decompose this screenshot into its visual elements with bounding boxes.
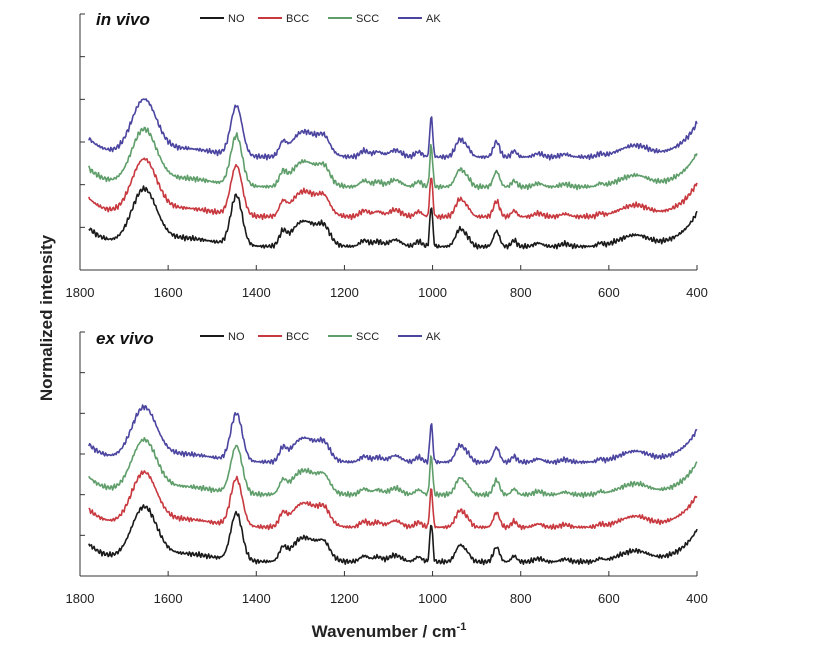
x-tick-label: 1800: [66, 285, 95, 300]
x-axis-label-main: Wavenumber / cm: [312, 622, 457, 641]
series-line-scc: [88, 437, 698, 499]
x-tick-label: 600: [598, 591, 620, 606]
series-line-no: [88, 185, 698, 250]
x-axis-label-superscript: -1: [457, 621, 467, 633]
x-tick-label: 1800: [66, 591, 95, 606]
x-tick-label: 1400: [242, 591, 271, 606]
series-line-scc: [88, 126, 698, 191]
series-line-bcc: [88, 157, 698, 221]
x-tick-label: 400: [686, 285, 708, 300]
x-tick-label: 1200: [330, 591, 359, 606]
legend-label-no: NO: [228, 13, 245, 25]
series-line-no: [88, 504, 698, 566]
legend-label-scc: SCC: [356, 13, 379, 25]
x-axis-label: Wavenumber / cm-1: [312, 621, 467, 641]
x-tick-label: 1000: [418, 591, 447, 606]
x-tick-label: 1600: [154, 285, 183, 300]
x-tick-label: 400: [686, 591, 708, 606]
x-tick-label: 1200: [330, 285, 359, 300]
legend-label-bcc: BCC: [286, 13, 309, 25]
series-line-ak: [88, 404, 698, 466]
panel-in-vivo: 1800 1600 1400 1200 1000 800 600 400 in vivo NO BC…: [66, 10, 708, 300]
x-tick-label: 1600: [154, 591, 183, 606]
legend-label-ak: AK: [426, 331, 441, 343]
series-line-bcc: [88, 470, 698, 531]
x-tick-label: 1400: [242, 285, 271, 300]
y-axis-label: Normalized intensity: [37, 234, 56, 401]
x-tick-label: 1000: [418, 285, 447, 300]
legend-label-ak: AK: [426, 13, 441, 25]
legend-label-bcc: BCC: [286, 331, 309, 343]
panel-title: in vivo: [96, 10, 150, 29]
panel-title: ex vivo: [96, 329, 154, 348]
legend-label-scc: SCC: [356, 331, 379, 343]
series-line-ak: [88, 98, 698, 161]
x-tick-label: 800: [510, 591, 532, 606]
x-tick-label: 800: [510, 285, 532, 300]
panel-ex-vivo: 1800 1600 1400 1200 1000 800 600 400 ex vivo NO BC…: [66, 329, 708, 606]
x-tick-label: 600: [598, 285, 620, 300]
legend-label-no: NO: [228, 331, 245, 343]
